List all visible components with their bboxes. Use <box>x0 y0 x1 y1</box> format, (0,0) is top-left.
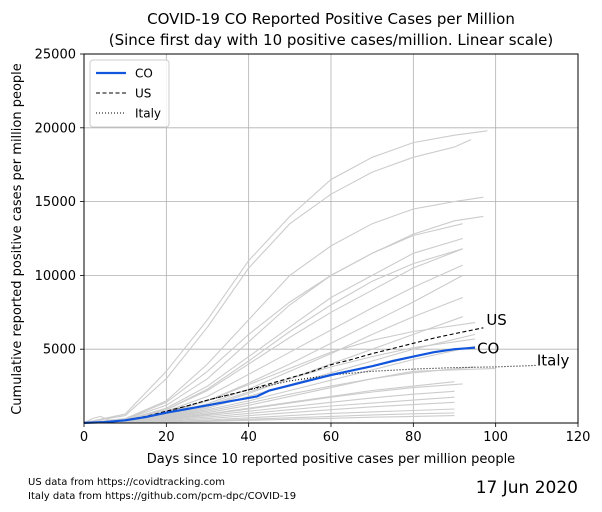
series-end-label-italy: Italy <box>537 351 570 369</box>
x-tick-label: 80 <box>405 430 422 445</box>
background-state-line <box>83 139 472 424</box>
plot-area: CO US Italy 0 20 40 60 80 100 120 5000 10000 15000 20… <box>35 48 591 446</box>
x-tick-label: 20 <box>158 430 175 445</box>
x-tick-label: 120 <box>566 430 591 445</box>
background-state-line <box>83 130 488 424</box>
background-state-line <box>83 196 484 424</box>
y-tick-label: 25000 <box>35 48 76 63</box>
chart-title-line2: (Since first day with 10 positive cases/… <box>109 31 554 49</box>
background-state-line <box>83 248 463 424</box>
background-state-line <box>83 415 455 424</box>
legend: CO US Italy <box>89 59 170 128</box>
y-tick-label: 15000 <box>35 195 76 210</box>
x-axis-label: Days since 10 reported positive cases pe… <box>147 452 515 467</box>
y-tick-label: 10000 <box>35 269 76 284</box>
y-tick-label: 20000 <box>35 121 76 136</box>
background-state-line <box>83 223 463 424</box>
x-tick-label: 0 <box>80 430 88 445</box>
legend-label-us: US <box>135 87 151 101</box>
legend-box <box>89 59 170 128</box>
footnote-line2: Italy data from https://github.com/pcm-d… <box>28 491 296 502</box>
x-tick-label: 100 <box>483 430 508 445</box>
footnote-line1: US data from https://covidtracking.com <box>28 477 225 488</box>
date-label: 17 Jun 2020 <box>476 478 578 498</box>
legend-label-italy: Italy <box>135 107 161 121</box>
background-state-line <box>83 215 484 424</box>
y-tick-label: 5000 <box>43 343 76 358</box>
x-tick-label: 40 <box>240 430 257 445</box>
series-end-label-co: CO <box>477 340 499 358</box>
background-state-line <box>83 237 463 424</box>
chart-title-line1: COVID-19 CO Reported Positive Cases per … <box>147 10 515 28</box>
series-line-co <box>83 346 476 424</box>
y-axis-label: Cumulative reported positive cases per m… <box>10 63 25 415</box>
x-tick-label: 60 <box>323 430 340 445</box>
series-end-label-us: US <box>486 311 507 329</box>
legend-label-co: CO <box>135 67 153 81</box>
